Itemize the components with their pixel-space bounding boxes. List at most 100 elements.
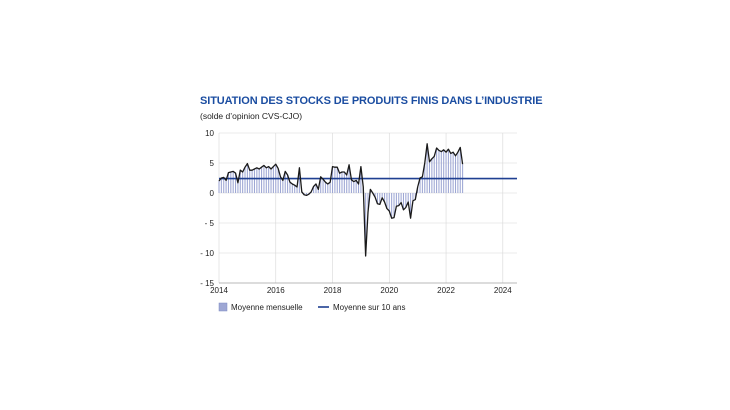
monthly-bar [454,155,457,193]
x-tick-label: 2020 [380,286,398,295]
chart-title: SITUATION DES STOCKS DE PRODUITS FINIS D… [200,95,543,107]
monthly-bar [450,153,452,193]
monthly-bar [350,179,352,193]
monthly-bar [346,175,348,193]
monthly-bar [393,193,395,218]
monthly-series-line [218,143,464,257]
monthly-bar [324,182,326,193]
monthly-bar [220,178,222,193]
monthly-bar [230,172,232,193]
monthly-bar [256,167,258,193]
monthly-bar [237,182,239,193]
monthly-bar [227,172,229,193]
monthly-bar [355,180,357,193]
monthly-bar [334,167,336,193]
monthly-bar [265,167,267,193]
monthly-bar [457,152,459,193]
x-tick-label: 2016 [267,286,285,295]
monthly-bar [447,149,449,193]
monthly-bar [459,147,461,193]
monthly-bar [433,156,435,193]
monthly-bar [443,149,445,193]
monthly-bar [376,193,378,204]
monthly-bar [296,187,298,193]
legend: Moyenne mensuelle Moyenne sur 10 ans [218,302,406,312]
y-tick-labels: 10 5 0 - 5 - 10 - 15 [200,129,214,288]
monthly-bar [445,152,447,193]
y-tick-label: - 10 [200,249,214,258]
monthly-bar [410,193,412,219]
monthly-bar [232,171,234,193]
monthly-bar [249,170,251,193]
monthly-bar [289,182,291,193]
x-tick-label: 2022 [437,286,455,295]
monthly-bar [405,193,407,208]
monthly-bar [421,176,423,193]
x-tick-label: 2018 [324,286,342,295]
chart-subtitle: (solde d’opinion CVS-CJO) [200,111,303,121]
monthly-bar [353,181,355,193]
monthly-bar [282,180,284,193]
monthly-bar [329,182,331,193]
monthly-bar [436,148,438,193]
monthly-bar [395,193,397,207]
monthly-bar [313,186,315,193]
monthly-bar [431,158,433,193]
monthly-bar [391,193,393,219]
monthly-bar [320,176,322,193]
monthly-bar [287,175,289,193]
monthly-bar [367,193,369,213]
bars-layer [218,143,464,256]
monthly-bar [331,166,334,193]
monthly-bar [261,167,263,193]
monthly-bar [374,193,376,198]
monthly-bar [440,151,442,193]
monthly-bar [381,193,383,198]
monthly-bar [341,172,343,193]
monthly-bar [291,184,293,193]
monthly-bar [438,150,440,193]
y-tick-label: 10 [205,129,214,138]
x-tick-label: 2024 [494,286,512,295]
y-tick-label: - 5 [205,219,215,228]
monthly-bar [386,193,388,209]
monthly-bar [272,166,274,193]
monthly-bar [398,193,400,206]
monthly-bar [315,184,317,193]
y-tick-label: 5 [210,159,215,168]
monthly-bar [358,184,360,193]
monthly-bar [268,166,270,193]
monthly-bar [343,172,345,193]
monthly-bar [317,189,319,193]
monthly-bar [225,180,227,193]
monthly-bar [407,193,409,202]
monthly-bar [279,176,282,193]
monthly-bar [270,169,272,193]
legend-bar-swatch [218,302,228,312]
monthly-bar [384,193,386,202]
monthly-bar [322,179,324,193]
monthly-bar [298,167,300,193]
legend-line-label: Moyenne sur 10 ans [333,303,406,312]
monthly-bar [277,168,279,193]
y-tick-label: - 15 [200,279,214,288]
monthly-bar [327,184,329,193]
monthly-bar [294,185,296,193]
monthly-bar [253,169,255,193]
monthly-bar [305,193,308,196]
monthly-bar [223,177,225,193]
monthly-bar [428,161,431,193]
monthly-bar [379,193,381,205]
monthly-bar [452,152,454,193]
monthly-bar [388,193,390,211]
monthly-bar [258,169,260,193]
monthly-bar [239,170,241,193]
monthly-bar [218,181,220,193]
monthly-bar [242,172,244,193]
monthly-bar [426,143,428,193]
monthly-bar [244,167,246,193]
monthly-bar [339,173,341,193]
monthly-bar [419,178,421,193]
y-tick-label: 0 [210,189,215,198]
